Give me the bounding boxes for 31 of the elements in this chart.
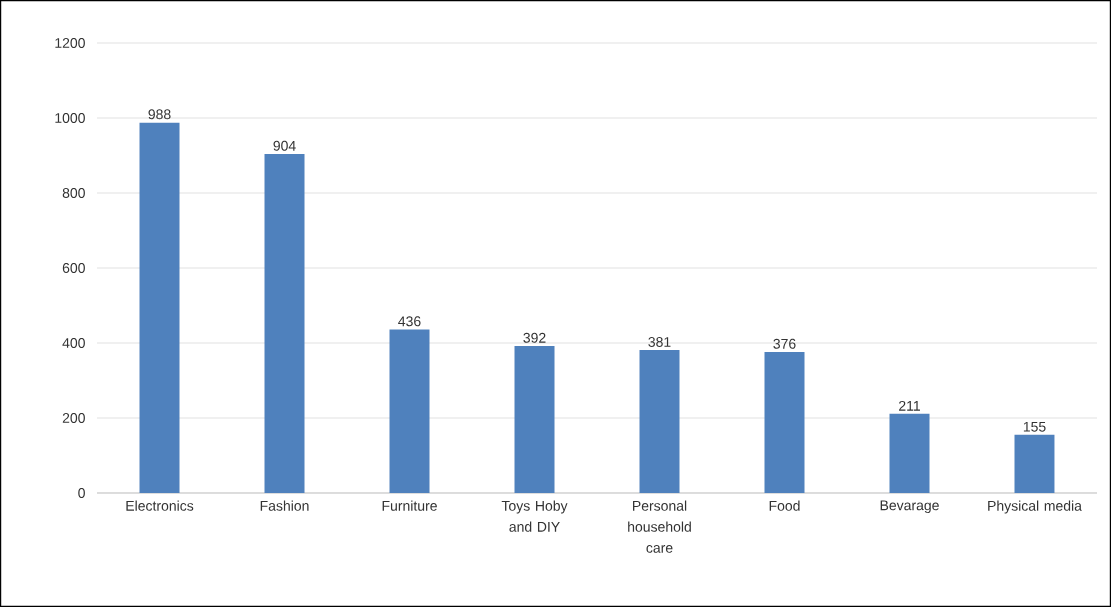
data-label: 376 [773,338,796,349]
x-tick-label: Physical media [988,500,1082,514]
y-tick-label: 1200 [55,38,85,48]
x-tick-label: Toys Hoby and DIY [501,500,568,532]
data-label: 392 [523,332,546,343]
y-tick-label: 200 [62,413,85,423]
data-label: 436 [398,316,421,327]
x-tick-label: Furniture [382,500,437,511]
bar [139,122,180,493]
y-tick-label: 600 [62,263,85,273]
bar [1014,434,1055,493]
x-tick-label: Personal household care [628,500,691,553]
bar [889,413,930,493]
x-tick-label: Bevarage [880,500,939,514]
data-label: 904 [273,140,296,151]
data-label: 211 [899,400,920,411]
bar [639,350,680,493]
bar [764,351,805,493]
x-tick-label: Fashion [260,500,309,511]
bar [264,153,305,493]
y-tick-label: 0 [78,488,85,498]
data-label: 155 [1023,421,1046,432]
x-tick-label: Food [769,500,800,511]
y-tick-label: 400 [62,338,85,348]
x-tick-label: Electronics [126,500,194,511]
y-tick-label: 800 [62,188,85,198]
y-tick-label: 1000 [55,113,85,123]
data-label: 381 [648,336,671,347]
bar [514,345,555,493]
data-label: 988 [148,109,171,120]
bar [389,329,430,493]
